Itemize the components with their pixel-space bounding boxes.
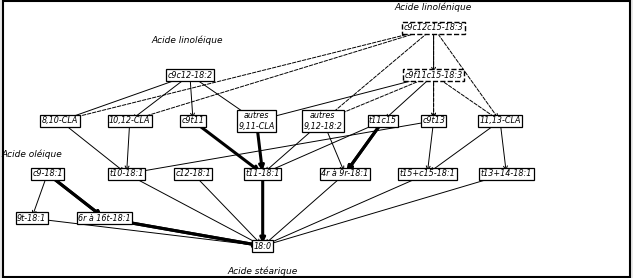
Text: 10,12-CLA: 10,12-CLA	[109, 116, 151, 125]
Text: Acide oléique: Acide oléique	[1, 150, 62, 159]
Text: Acide linolénique: Acide linolénique	[395, 2, 472, 12]
Text: autres
9,11-CLA: autres 9,11-CLA	[238, 111, 275, 131]
Text: c12-18:1: c12-18:1	[175, 169, 211, 178]
Text: 8,10-CLA: 8,10-CLA	[42, 116, 78, 125]
Text: Acide linoléique: Acide linoléique	[151, 36, 222, 45]
Text: c9t13: c9t13	[422, 116, 445, 125]
Text: 6r à 16t-18:1: 6r à 16t-18:1	[78, 214, 131, 223]
Text: c9f11c15-18:3: c9f11c15-18:3	[404, 71, 463, 80]
Text: c9t11: c9t11	[182, 116, 204, 125]
Text: t10-18:1: t10-18:1	[110, 169, 144, 178]
Text: 18:0: 18:0	[254, 242, 272, 250]
Text: autres
9,12-18:2: autres 9,12-18:2	[303, 111, 342, 131]
Text: Acide stéarique: Acide stéarique	[228, 266, 298, 276]
Text: c9-18:1: c9-18:1	[32, 169, 63, 178]
Text: t13+14-18:1: t13+14-18:1	[480, 169, 532, 178]
FancyBboxPatch shape	[3, 1, 630, 277]
Text: c9c12-18:2: c9c12-18:2	[167, 71, 213, 80]
Text: 4r à 9r-18:1: 4r à 9r-18:1	[322, 169, 368, 178]
Text: c9c12c15-18:3: c9c12c15-18:3	[404, 23, 463, 32]
Text: 9t-18:1: 9t-18:1	[17, 214, 46, 223]
Text: 11,13-CLA: 11,13-CLA	[479, 116, 521, 125]
Text: t11-18:1: t11-18:1	[246, 169, 280, 178]
Text: t15+c15-18:1: t15+c15-18:1	[399, 169, 455, 178]
Text: t11c15: t11c15	[369, 116, 397, 125]
